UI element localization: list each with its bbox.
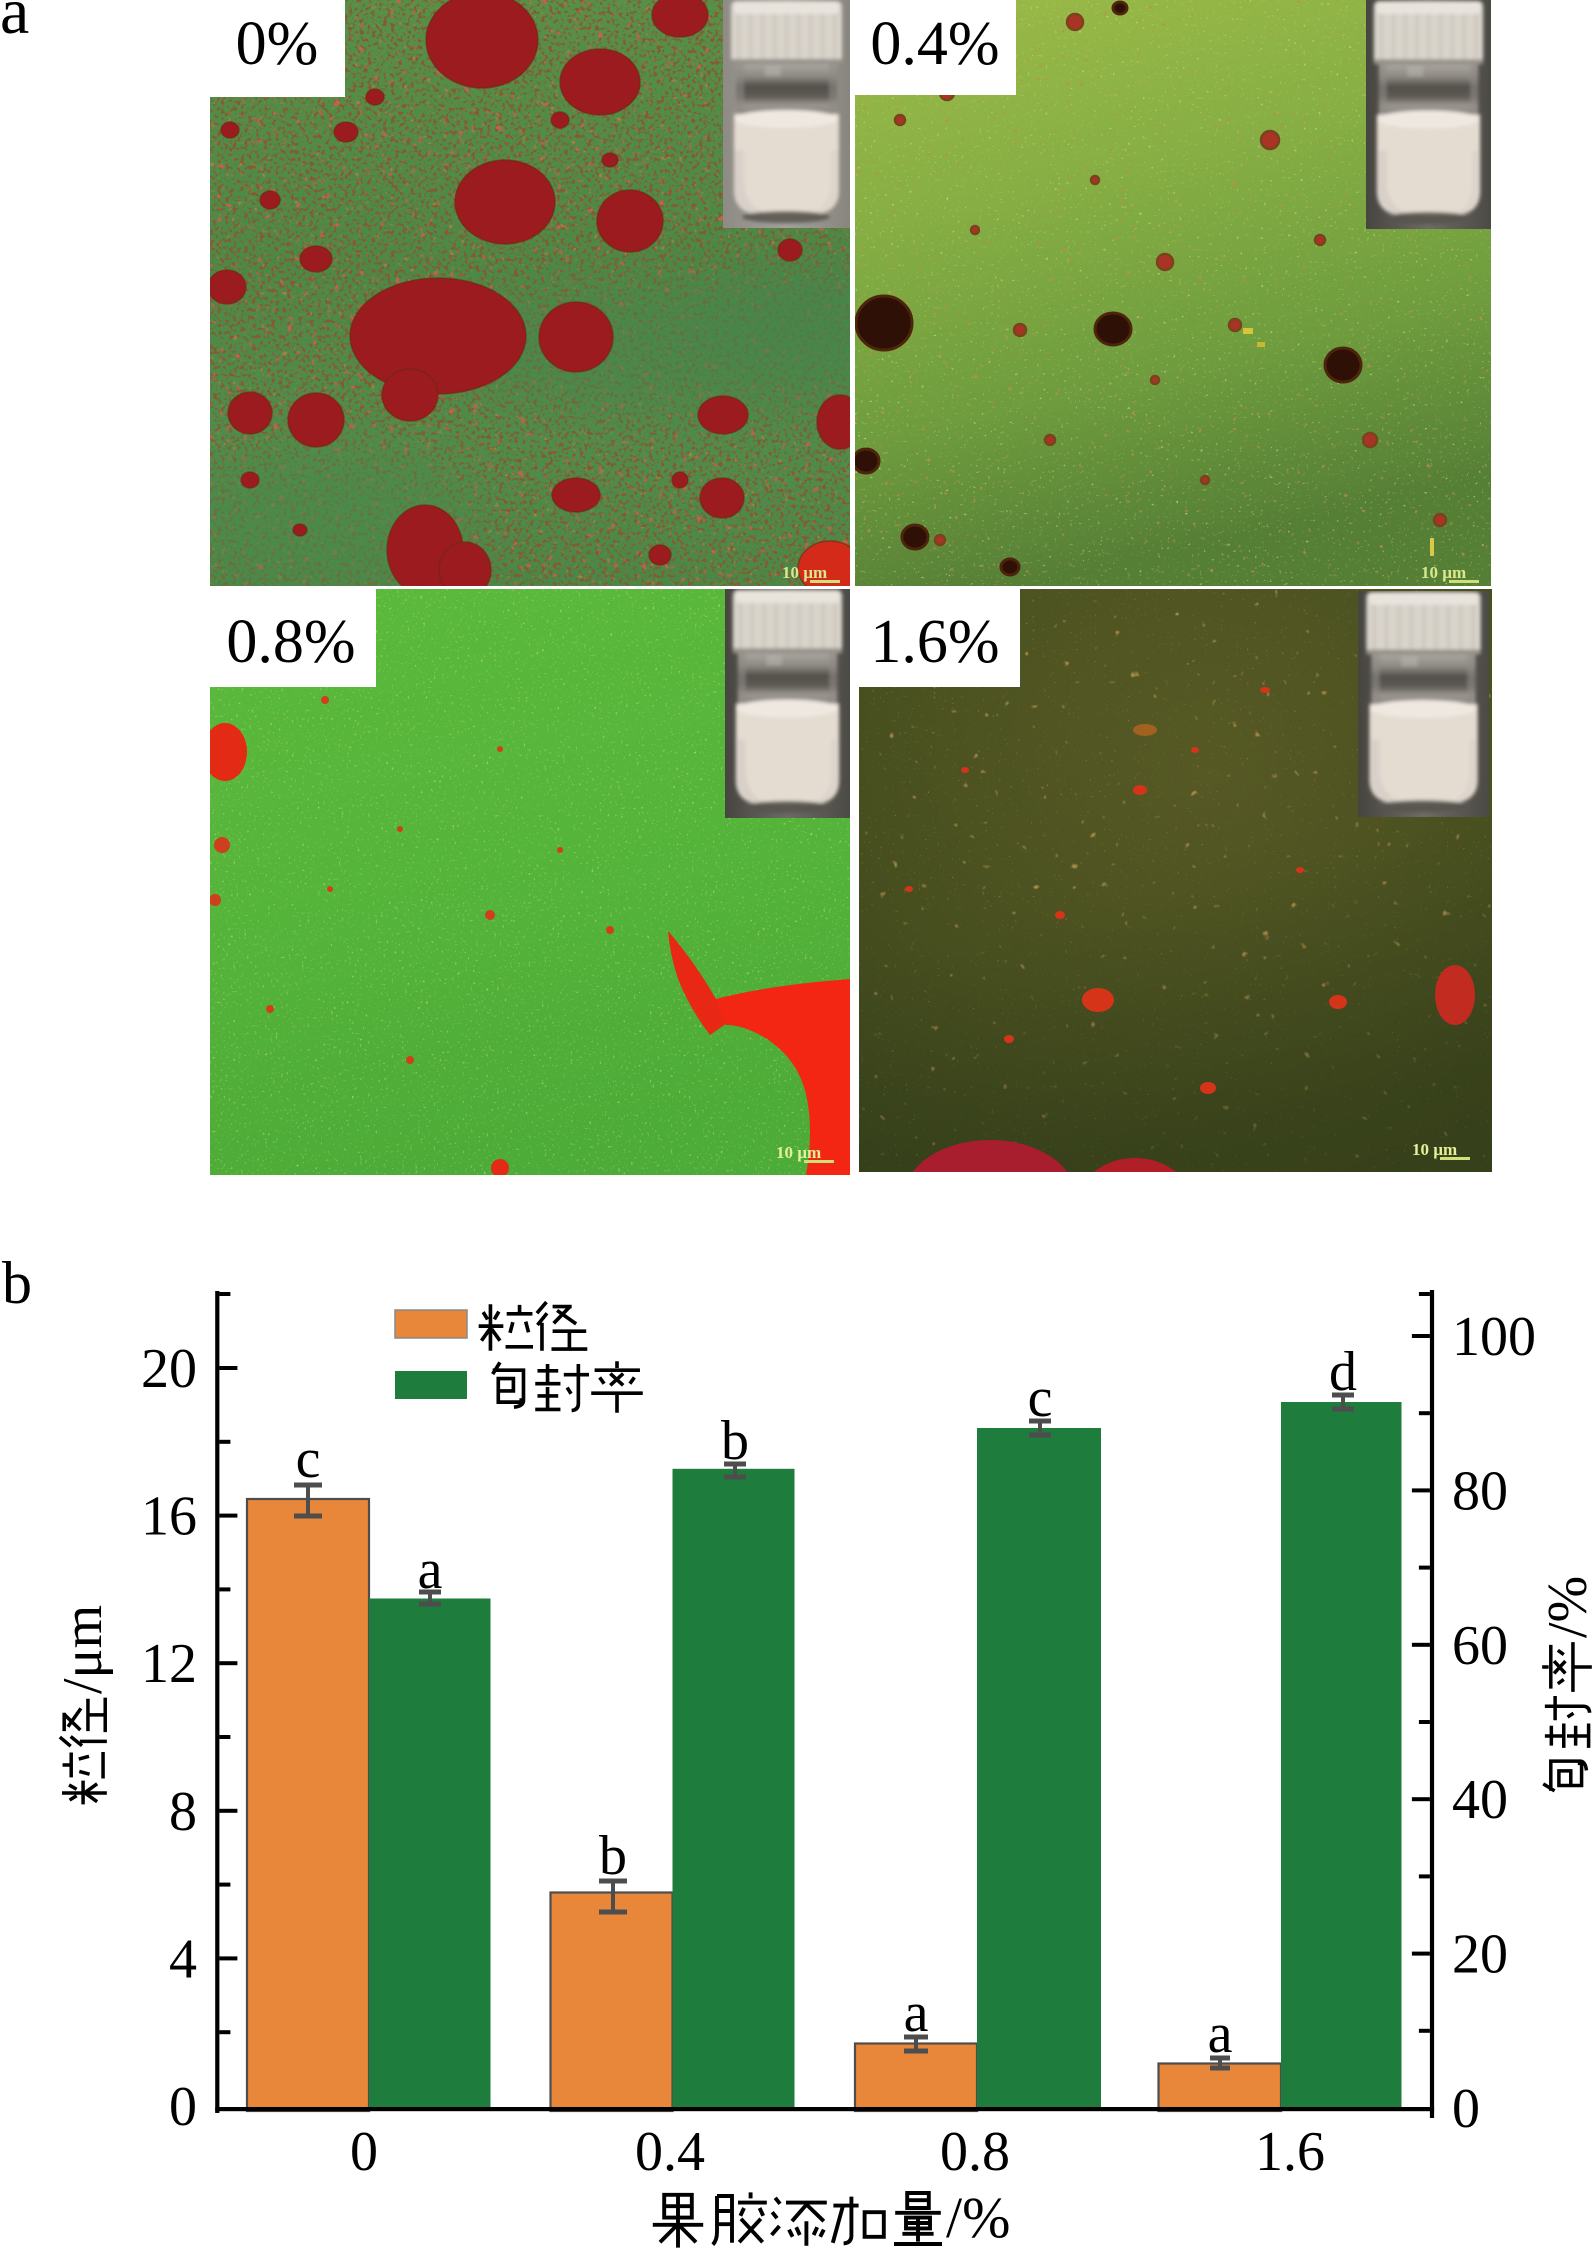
svg-text:/%: /% <box>1537 1576 1594 1638</box>
svg-text:10 µm: 10 µm <box>1412 1140 1457 1159</box>
svg-text:10 µm: 10 µm <box>782 563 827 582</box>
svg-text:10 µm: 10 µm <box>1421 563 1466 582</box>
svg-text:a: a <box>904 1982 929 2044</box>
svg-text:1.6%: 1.6% <box>870 608 999 676</box>
svg-text:0: 0 <box>1452 2078 1480 2140</box>
svg-text:60: 60 <box>1452 1615 1508 1677</box>
svg-text:20: 20 <box>141 1338 197 1400</box>
svg-text:b: b <box>721 1410 749 1472</box>
svg-text:b: b <box>2 1250 32 1316</box>
svg-text:16: 16 <box>141 1486 197 1548</box>
svg-text:0.8%: 0.8% <box>226 608 355 676</box>
svg-text:20: 20 <box>1452 1924 1508 1986</box>
svg-text:100: 100 <box>1452 1306 1536 1368</box>
svg-text:/%: /% <box>946 2185 1010 2250</box>
svg-text:c: c <box>1028 1367 1053 1429</box>
svg-text:a: a <box>1208 2003 1233 2065</box>
svg-text:4: 4 <box>169 1928 197 1990</box>
svg-text:a: a <box>418 1539 443 1601</box>
svg-text:d: d <box>1329 1341 1357 1403</box>
svg-text:0: 0 <box>169 2076 197 2138</box>
svg-text:0: 0 <box>350 2121 378 2183</box>
svg-text:0.8: 0.8 <box>940 2121 1010 2183</box>
svg-text:0.4%: 0.4% <box>870 10 999 78</box>
svg-text:0.4: 0.4 <box>635 2121 705 2183</box>
svg-text:c: c <box>296 1428 321 1490</box>
svg-text:12: 12 <box>141 1633 197 1695</box>
svg-text:b: b <box>599 1825 627 1887</box>
svg-text:10 µm: 10 µm <box>776 1143 821 1162</box>
svg-text:40: 40 <box>1452 1769 1508 1831</box>
svg-text:1.6: 1.6 <box>1255 2121 1325 2183</box>
svg-text:0%: 0% <box>236 10 319 78</box>
svg-text:/μm: /μm <box>52 1605 114 1694</box>
svg-text:80: 80 <box>1452 1460 1508 1522</box>
svg-text:8: 8 <box>169 1781 197 1843</box>
